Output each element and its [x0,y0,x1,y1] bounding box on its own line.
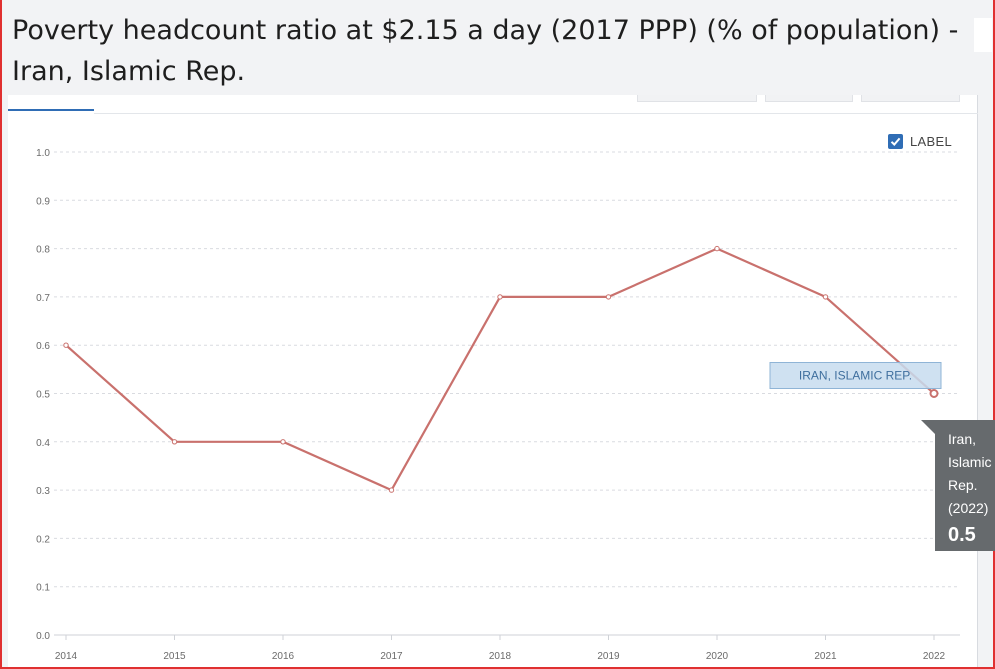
series-label-box: IRAN, ISLAMIC REP. [769,362,942,389]
y-tick-label: 0.7 [36,293,50,304]
toolbar-control[interactable] [637,95,757,102]
label-checkbox[interactable] [888,133,903,149]
toolbar-control[interactable] [765,95,853,102]
y-tick-label: 0.9 [36,196,50,207]
y-tick-label: 0.2 [36,534,50,545]
x-tick-label: 2016 [272,651,295,662]
tab-divider [94,113,978,114]
series-label-box-text: IRAN, ISLAMIC REP. [799,369,912,383]
title-edge-panel [974,18,992,52]
tooltip-pointer [921,420,935,434]
label-toggle[interactable]: LABEL [888,132,952,150]
y-tick-label: 0.3 [36,486,50,497]
data-point [605,294,612,300]
y-tick-label: 0.0 [36,631,50,642]
tooltip-line: (2022) [948,500,989,516]
data-point [388,487,395,493]
page-title: Poverty headcount ratio at $2.15 a day (… [12,15,959,87]
data-tooltip: Iran, Islamic Rep. (2022) 0.5 [935,420,995,551]
x-tick-label: 2014 [55,651,78,662]
x-tick-label: 2018 [489,651,512,662]
x-tick-label: 2021 [814,651,837,662]
x-tick-label: 2020 [706,651,729,662]
toolbar-control[interactable] [861,95,960,102]
tooltip-line: Islamic [948,454,992,470]
label-toggle-text: LABEL [910,133,952,149]
tooltip-line: Rep. [948,477,978,493]
x-tick-label: 2015 [163,651,186,662]
data-point [714,245,720,252]
y-tick-label: 1.0 [36,148,50,159]
x-tick-label: 2022 [923,651,946,662]
data-point [171,439,178,445]
highlighted-data-point [929,389,939,398]
check-icon [890,137,901,146]
series-label-box-bg [769,362,942,389]
y-tick-label: 0.6 [36,341,50,352]
y-tick-label: 0.8 [36,245,50,256]
y-tick-label: 0.1 [36,583,50,594]
data-point [822,294,829,300]
data-point [280,439,286,445]
y-tick-label: 0.4 [36,438,50,449]
tooltip-line: Iran, [948,431,977,447]
x-tick-label: 2019 [597,651,620,662]
data-points [63,245,939,493]
tooltip-value: 0.5 [948,524,976,546]
data-point [497,294,503,300]
y-tick-label: 0.5 [36,390,50,401]
data-point [63,342,69,348]
x-axis-ticks: 2014 2015 2016 2017 2018 2019 2020 2021 2022 [55,635,946,662]
y-axis-ticks: 0.0 0.1 0.2 0.3 0.4 0.5 0.6 0.7 0.8 0.9 1.0 [36,148,50,642]
active-tab-indicator[interactable] [8,109,94,111]
x-tick-label: 2017 [380,651,403,662]
